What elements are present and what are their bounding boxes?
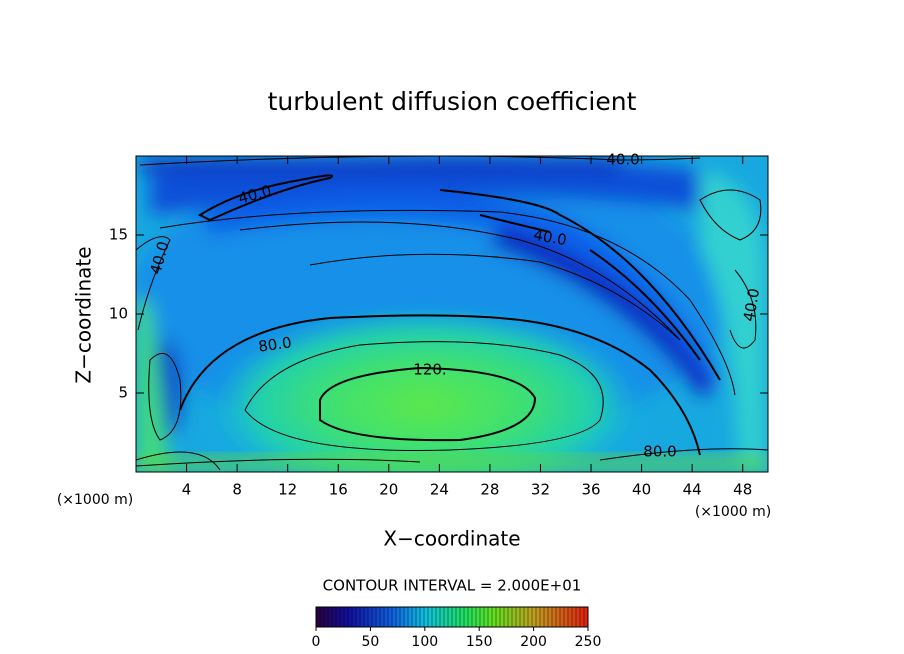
x-tick-label: 24: [430, 481, 449, 499]
x-unit-label: (×1000 m): [695, 504, 771, 520]
x-tick-label: 8: [232, 481, 242, 499]
chart-title: turbulent diffusion coefficient: [268, 87, 637, 116]
colorbar-stripes: [319, 607, 585, 627]
x-tick-label: 40: [632, 481, 651, 499]
colorbar-tick-label: 200: [520, 634, 547, 650]
colorbar-tick-label: 50: [361, 634, 379, 650]
y-tick-label: 5: [118, 384, 128, 402]
contour-label: 40.0: [740, 287, 764, 323]
y-tick-label: 10: [109, 305, 128, 323]
contour-field: [136, 156, 768, 472]
x-tick-label: 4: [182, 481, 192, 499]
colorbar-tick-label: 0: [312, 634, 321, 650]
x-tick-label: 12: [278, 481, 297, 499]
x-tick-label: 20: [379, 481, 398, 499]
x-tick-label: 44: [683, 481, 702, 499]
contour-label: 80.0: [257, 333, 293, 355]
contour-label: 40.0: [606, 151, 639, 169]
contour-interval: CONTOUR INTERVAL = 2.000E+01: [323, 577, 582, 595]
y-tick-label: 15: [109, 226, 128, 244]
contour-label: 80.0: [643, 443, 676, 461]
colorbar-tick-label: 100: [411, 634, 438, 650]
x-unit-label: (×1000 m): [57, 492, 133, 508]
colorbar-tick-label: 250: [575, 634, 602, 650]
x-tick-label: 32: [531, 481, 550, 499]
contour-label: 120.: [413, 361, 446, 379]
colorbar-tick-label: 150: [466, 634, 493, 650]
x-tick-label: 28: [480, 481, 499, 499]
x-tick-label: 48: [733, 481, 752, 499]
y-axis-title: Z−coordinate: [72, 246, 96, 383]
x-axis-title: X−coordinate: [383, 527, 520, 551]
contour-label: 40.0: [532, 226, 568, 250]
x-tick-label: 16: [329, 481, 348, 499]
x-tick-label: 36: [581, 481, 600, 499]
